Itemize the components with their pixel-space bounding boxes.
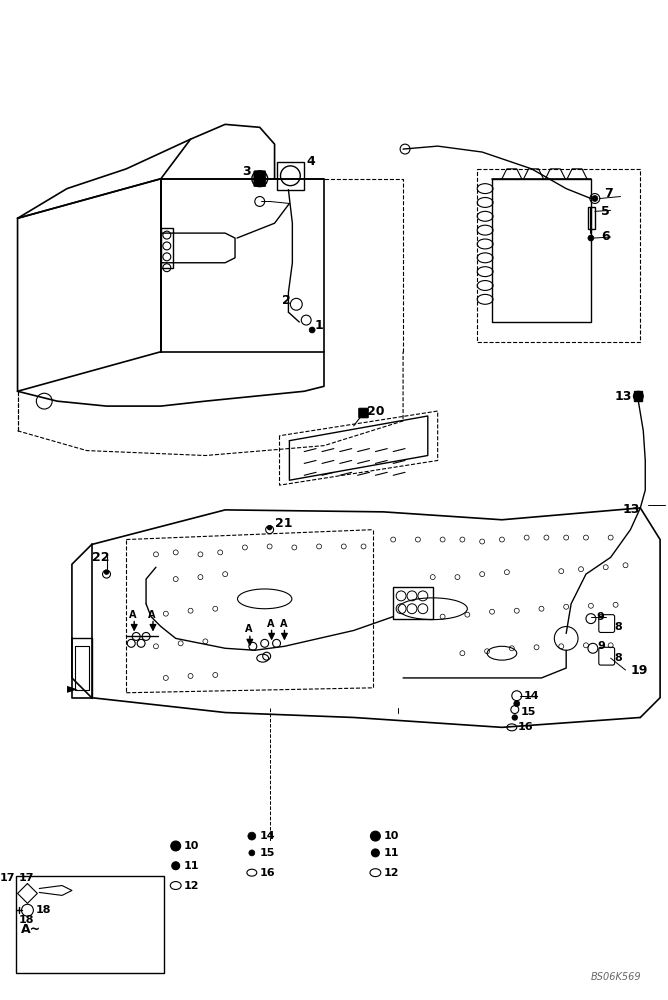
Text: 1: 1 bbox=[314, 319, 323, 332]
Bar bbox=[15, 876, 164, 973]
Text: 5: 5 bbox=[601, 205, 609, 218]
Circle shape bbox=[588, 235, 594, 241]
Circle shape bbox=[371, 849, 379, 857]
Text: 4: 4 bbox=[306, 155, 315, 168]
Circle shape bbox=[514, 701, 520, 707]
Text: A: A bbox=[129, 610, 137, 620]
Bar bbox=[277, 162, 304, 190]
Circle shape bbox=[309, 327, 315, 333]
Text: 9: 9 bbox=[597, 612, 605, 622]
Text: A: A bbox=[245, 624, 253, 634]
Circle shape bbox=[249, 850, 255, 856]
Text: BS06K569: BS06K569 bbox=[591, 972, 641, 982]
Text: 16: 16 bbox=[260, 868, 275, 878]
Text: 12: 12 bbox=[383, 868, 399, 878]
Text: 22: 22 bbox=[92, 551, 109, 564]
Text: 15: 15 bbox=[521, 707, 536, 717]
Text: 11: 11 bbox=[383, 848, 399, 858]
Circle shape bbox=[172, 862, 180, 870]
Text: 17: 17 bbox=[19, 873, 34, 883]
FancyBboxPatch shape bbox=[359, 408, 369, 418]
Text: A: A bbox=[279, 619, 287, 629]
Text: 17: 17 bbox=[0, 873, 15, 883]
Text: 19: 19 bbox=[631, 664, 648, 677]
Bar bbox=[588, 207, 595, 229]
Text: 18: 18 bbox=[35, 905, 51, 915]
Text: ►: ► bbox=[67, 681, 77, 695]
Text: A: A bbox=[267, 619, 274, 629]
Text: 14: 14 bbox=[524, 691, 539, 701]
Text: 8: 8 bbox=[615, 622, 623, 632]
Circle shape bbox=[105, 570, 108, 574]
Text: 10: 10 bbox=[383, 831, 399, 841]
Circle shape bbox=[512, 715, 517, 720]
Circle shape bbox=[171, 841, 180, 851]
Circle shape bbox=[592, 196, 598, 201]
Text: 18: 18 bbox=[19, 915, 34, 925]
Circle shape bbox=[248, 832, 256, 840]
Circle shape bbox=[371, 831, 380, 841]
Bar bbox=[393, 587, 433, 619]
FancyBboxPatch shape bbox=[254, 171, 266, 187]
Text: 13: 13 bbox=[615, 390, 633, 403]
Text: 16: 16 bbox=[518, 722, 533, 732]
Text: 8: 8 bbox=[615, 653, 623, 663]
Text: 10: 10 bbox=[184, 841, 199, 851]
Text: 9: 9 bbox=[598, 641, 606, 651]
Text: 15: 15 bbox=[260, 848, 275, 858]
Bar bbox=[161, 228, 173, 268]
Text: 12: 12 bbox=[184, 881, 199, 891]
Circle shape bbox=[268, 526, 272, 530]
Text: 20: 20 bbox=[367, 405, 384, 418]
Text: 7: 7 bbox=[604, 187, 613, 200]
Text: 11: 11 bbox=[184, 861, 199, 871]
Text: A~: A~ bbox=[21, 923, 41, 936]
Text: 3: 3 bbox=[242, 165, 250, 178]
Text: 6: 6 bbox=[601, 230, 609, 243]
Bar bbox=[635, 391, 643, 401]
Text: 13: 13 bbox=[623, 503, 641, 516]
Text: 21: 21 bbox=[275, 517, 292, 530]
Text: A: A bbox=[148, 610, 156, 620]
Text: 2: 2 bbox=[283, 294, 291, 307]
Text: 14: 14 bbox=[260, 831, 275, 841]
